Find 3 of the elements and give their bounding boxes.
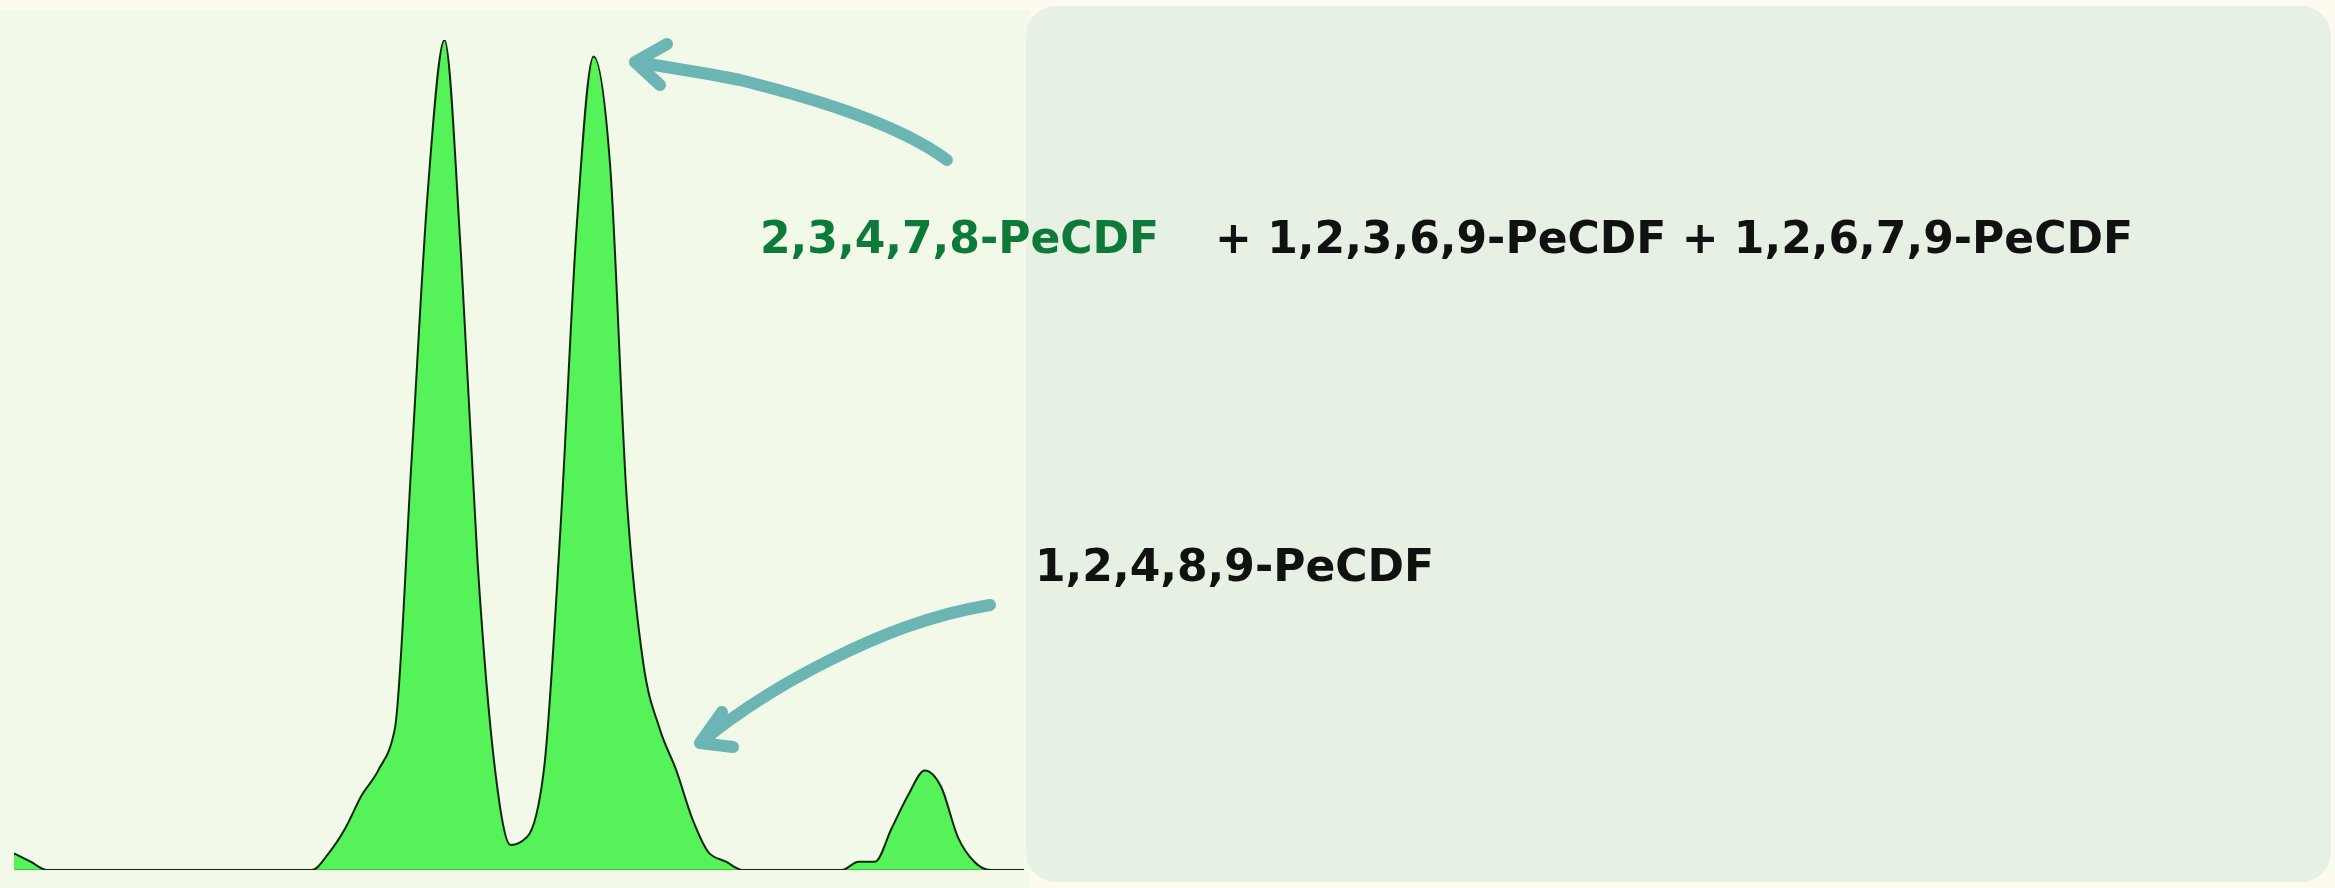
text: 1,2,4,8,9-PeCDF: [1035, 540, 1435, 591]
text: + 1,2,3,6,9-PeCDF + 1,2,6,7,9-PeCDF: [1215, 212, 2134, 263]
annotation: 2,3,4,7,8-PeCDF: [760, 212, 1160, 263]
